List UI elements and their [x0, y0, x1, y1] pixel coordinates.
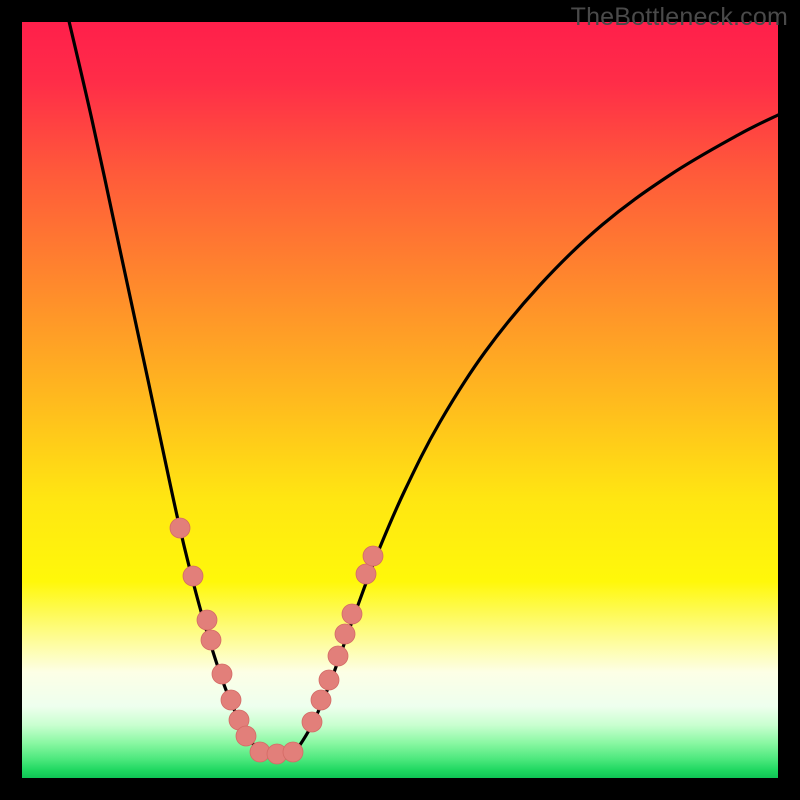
data-marker: [342, 604, 362, 624]
data-marker: [170, 518, 190, 538]
curve-right-branch: [298, 115, 778, 748]
data-marker: [328, 646, 348, 666]
data-marker: [319, 670, 339, 690]
data-marker: [212, 664, 232, 684]
data-marker: [201, 630, 221, 650]
curve-layer: [22, 22, 778, 778]
data-marker: [302, 712, 322, 732]
data-marker: [356, 564, 376, 584]
curve-left-branch: [64, 22, 256, 748]
data-marker: [311, 690, 331, 710]
data-marker: [363, 546, 383, 566]
plot-area: [22, 22, 778, 778]
data-marker: [283, 742, 303, 762]
data-marker: [236, 726, 256, 746]
watermark-text: TheBottleneck.com: [571, 3, 788, 32]
data-marker: [197, 610, 217, 630]
data-marker: [335, 624, 355, 644]
outer-frame: TheBottleneck.com: [0, 0, 800, 800]
data-marker: [221, 690, 241, 710]
data-marker: [183, 566, 203, 586]
